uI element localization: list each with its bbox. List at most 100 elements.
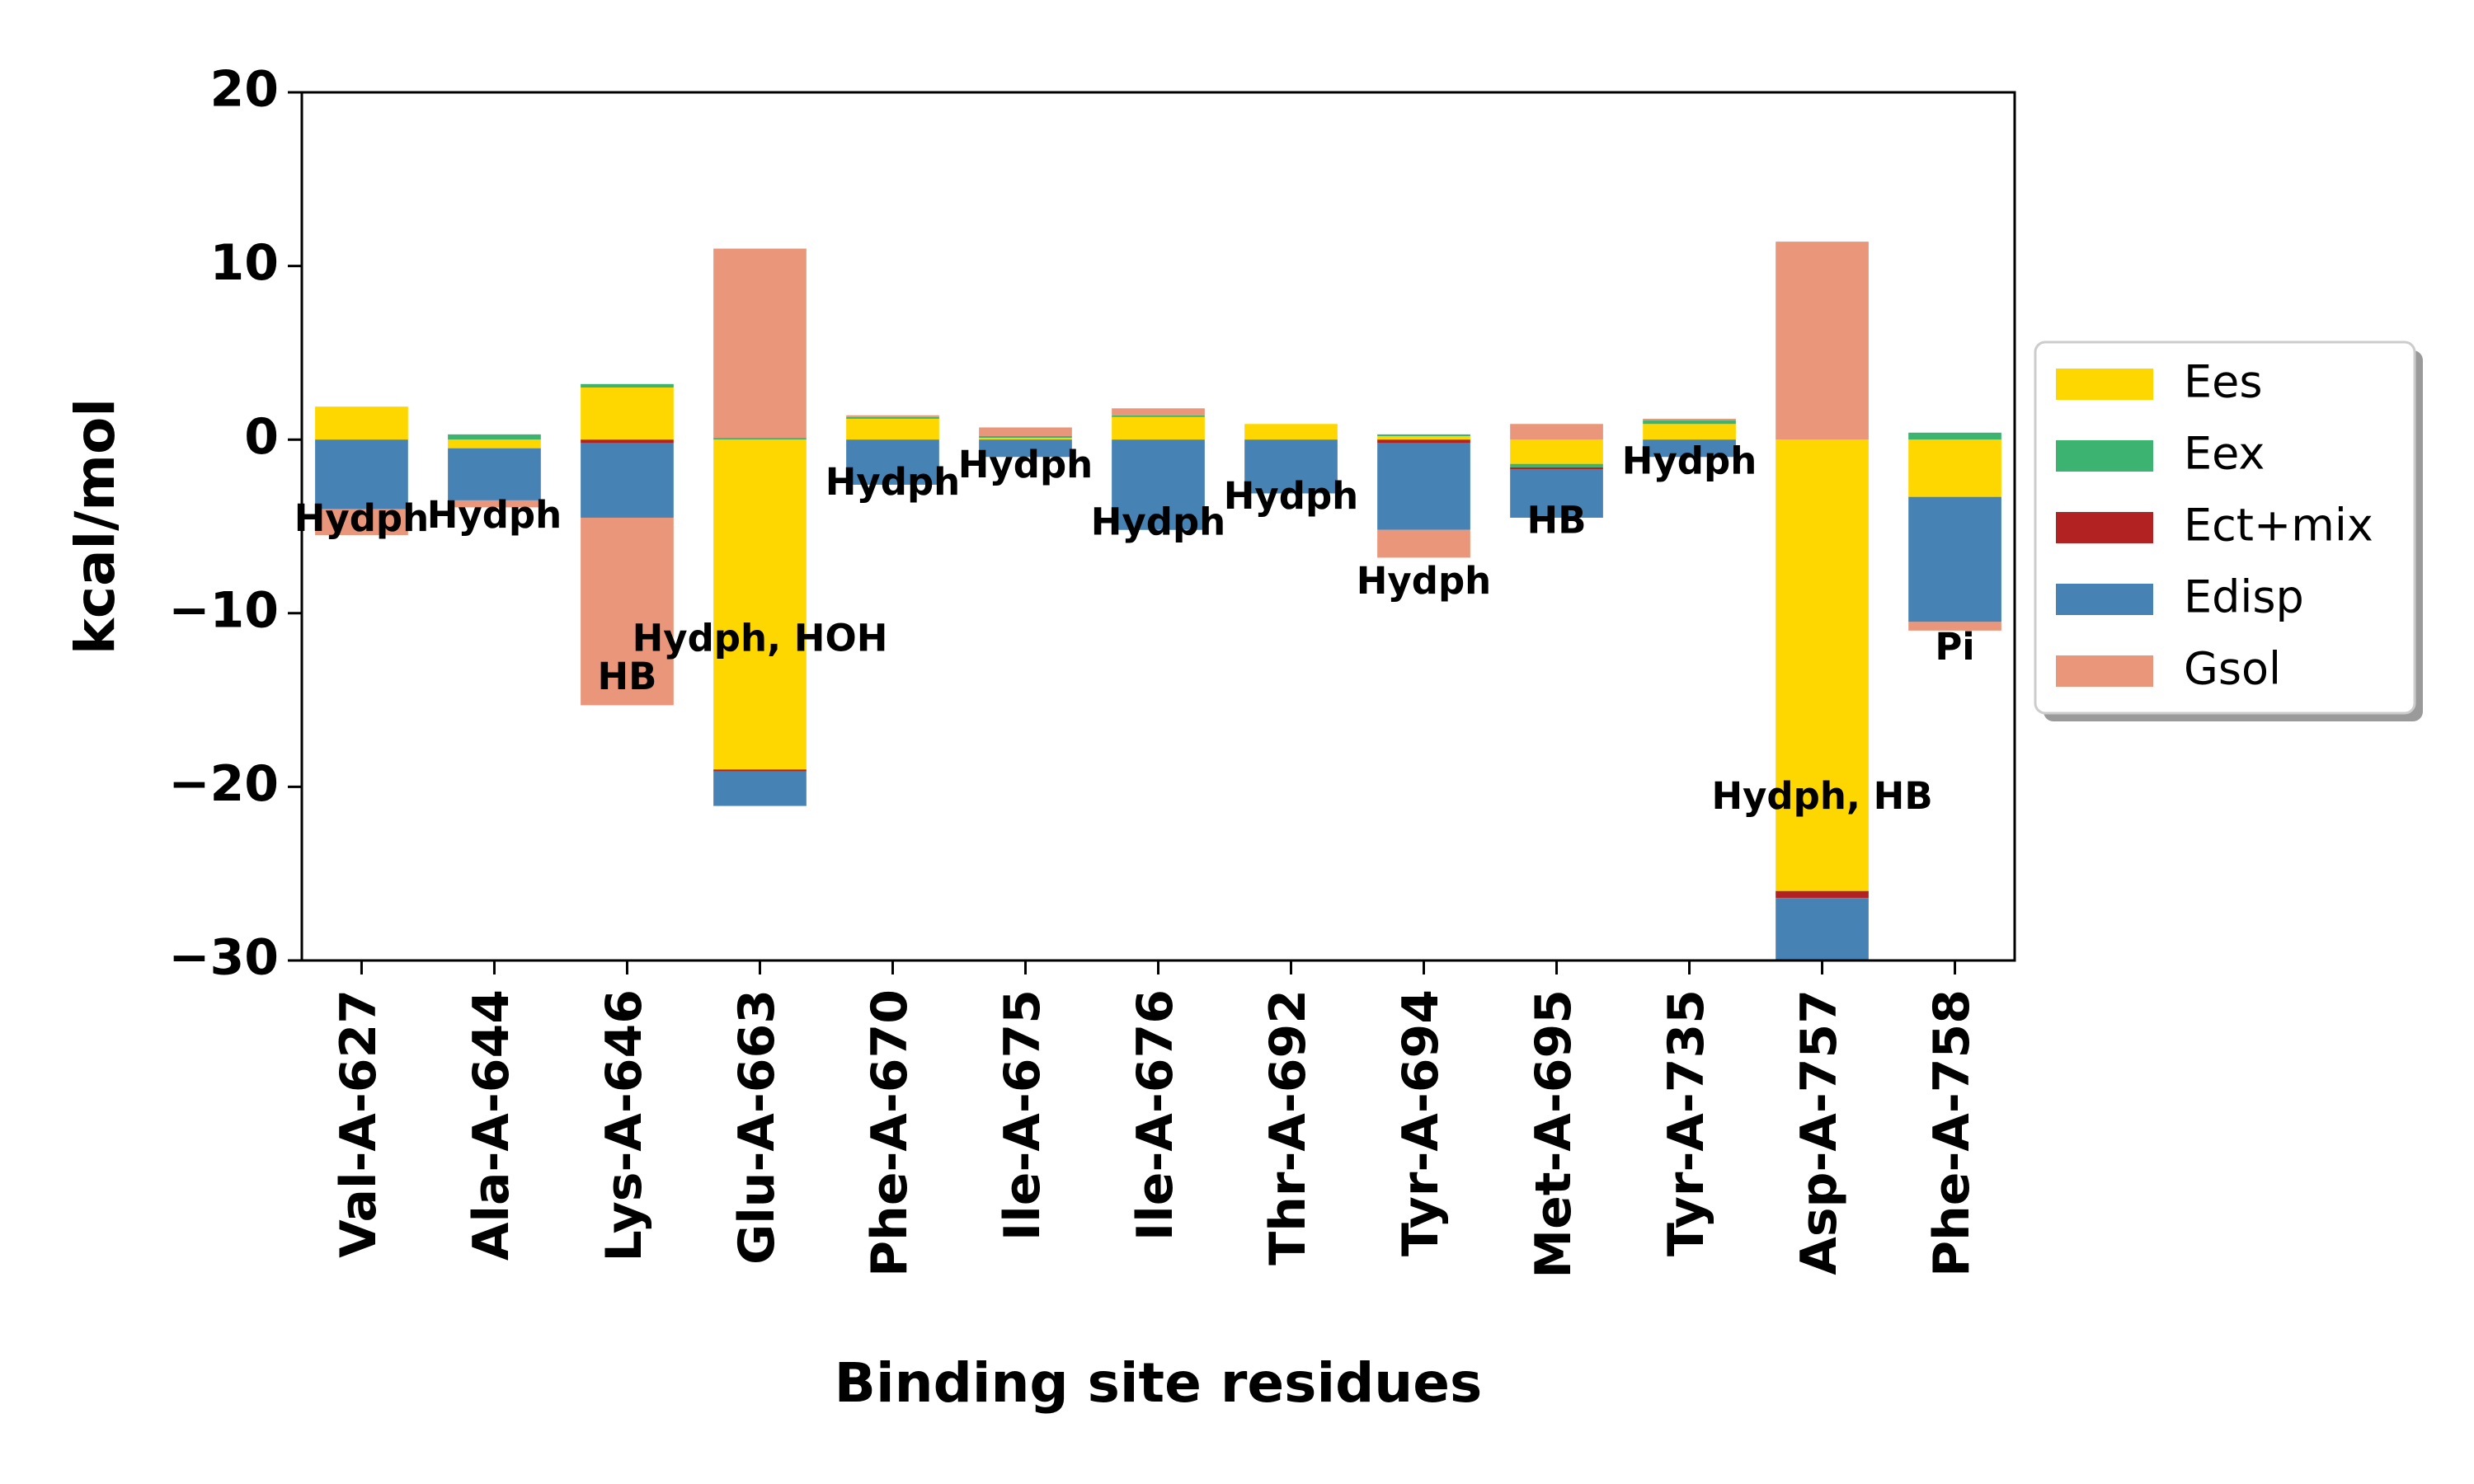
bar-annotation: Pi — [1935, 625, 1974, 669]
bar-eex-lys-a-646 — [581, 383, 674, 388]
y-tick-label: 10 — [210, 234, 280, 292]
bar-annotation: Hydph — [294, 496, 429, 540]
bar-ees-ile-a-675 — [979, 438, 1072, 440]
legend-swatch — [2056, 512, 2153, 543]
legend-box — [2034, 340, 2416, 715]
x-tick-label: Tyr-A-694 — [1392, 989, 1450, 1256]
y-tick-label: −10 — [168, 581, 279, 639]
legend-label: Eex — [2184, 428, 2265, 480]
bar-annotation: Hydph, HOH — [633, 616, 888, 660]
bar-edisp-ile-a-675 — [979, 439, 1072, 458]
legend-label: Ect+mix — [2184, 500, 2373, 552]
x-tick-label: Phe-A-758 — [1923, 989, 1981, 1277]
y-tick-label: 0 — [244, 408, 279, 466]
bar-annotation: Hydph — [427, 493, 562, 537]
bar-gsol-val-a-627 — [315, 509, 408, 536]
bar-gsol-met-a-695 — [1510, 424, 1603, 440]
bar-ees-val-a-627 — [315, 406, 408, 440]
bar-ees-thr-a-692 — [1244, 424, 1338, 440]
bar-edisp-ala-a-644 — [448, 448, 541, 500]
x-axis-title: Binding site residues — [835, 1351, 1483, 1415]
y-axis-title: kcal/mol — [63, 398, 127, 655]
bar-eex-ile-a-675 — [979, 435, 1072, 439]
bar-eex-tyr-a-735 — [1643, 420, 1736, 425]
x-tick-label: Glu-A-663 — [728, 989, 786, 1265]
bar-annotation: HB — [597, 655, 656, 698]
bar-ees-met-a-695 — [1510, 439, 1603, 464]
y-tick-label: 20 — [210, 61, 280, 119]
bar-edisp-thr-a-692 — [1244, 439, 1338, 494]
bar-edisp-ile-a-676 — [1112, 439, 1205, 530]
x-tick-label: Tyr-A-735 — [1658, 989, 1715, 1256]
bar-ect-mix-asp-a-757 — [1776, 890, 1869, 899]
y-tick-label: −30 — [168, 929, 279, 987]
legend: Ees Eex Ect+mix Edisp Gsol — [2034, 340, 2423, 721]
bar-annotation: Hydph — [825, 460, 960, 504]
bar-gsol-ala-a-644 — [448, 500, 541, 508]
bar-ees-tyr-a-735 — [1643, 424, 1736, 440]
legend-label: Gsol — [2184, 643, 2281, 695]
bar-ees-asp-a-757 — [1776, 439, 1869, 891]
bar-ees-ile-a-676 — [1112, 416, 1205, 440]
bar-eex-ile-a-676 — [1112, 415, 1205, 417]
bar-eex-tyr-a-694 — [1377, 434, 1470, 436]
bar-annotation: Hydph — [1224, 474, 1358, 518]
bar-gsol-lys-a-646 — [581, 517, 674, 706]
bar-eex-phe-a-670 — [846, 416, 939, 419]
bar-eex-phe-a-758 — [1908, 432, 2001, 440]
bar-annotation: Hydph — [958, 443, 1093, 486]
bar-ees-ala-a-644 — [448, 439, 541, 448]
x-tick-label: Asp-A-757 — [1790, 989, 1848, 1275]
legend-swatch — [2056, 440, 2153, 472]
bar-ees-lys-a-646 — [581, 387, 674, 440]
bar-eex-glu-a-663 — [713, 438, 807, 440]
bar-gsol-ile-a-675 — [979, 427, 1072, 436]
bar-annotation: Hydph — [1622, 439, 1757, 483]
bar-annotation: HB — [1527, 498, 1587, 542]
bar-ect-mix-met-a-695 — [1510, 467, 1603, 470]
bar-eex-met-a-695 — [1510, 463, 1603, 467]
bar-gsol-phe-a-758 — [1908, 622, 2001, 631]
bars-group — [315, 242, 2001, 960]
bar-gsol-tyr-a-694 — [1377, 529, 1470, 558]
x-axis: Val-A-627 Ala-A-644 Lys-A-646 Glu-A-663 Phe-… — [330, 960, 1981, 1279]
legend-swatch — [2056, 584, 2153, 615]
bar-edisp-tyr-a-735 — [1643, 439, 1736, 458]
x-tick-label: Thr-A-692 — [1259, 989, 1317, 1266]
bar-annotation: Hydph — [1357, 559, 1491, 603]
bar-edisp-asp-a-757 — [1776, 898, 1869, 960]
x-tick-label: Phe-A-670 — [861, 989, 919, 1277]
bar-ect-mix-lys-a-646 — [581, 439, 674, 444]
bar-ect-mix-glu-a-663 — [713, 769, 807, 772]
bar-ees-phe-a-670 — [846, 418, 939, 440]
x-tick-label: Ala-A-644 — [463, 989, 520, 1261]
legend-swatch — [2056, 655, 2153, 687]
bar-annotation: Hydph, HB — [1711, 774, 1932, 818]
bar-edisp-phe-a-758 — [1908, 496, 2001, 622]
x-tick-label: Val-A-627 — [330, 989, 388, 1258]
bar-annotation: Hydph — [1091, 500, 1225, 543]
y-tick-label: −20 — [168, 755, 279, 813]
x-tick-label: Ile-A-676 — [1126, 989, 1184, 1241]
bar-ect-mix-tyr-a-694 — [1377, 439, 1470, 444]
x-tick-label: Met-A-695 — [1525, 989, 1583, 1279]
legend-label: Ees — [2184, 356, 2262, 408]
bar-gsol-asp-a-757 — [1776, 242, 1869, 440]
bar-gsol-ile-a-676 — [1112, 408, 1205, 416]
bar-edisp-val-a-627 — [315, 439, 408, 510]
bar-ees-phe-a-758 — [1908, 439, 2001, 497]
bar-edisp-phe-a-670 — [846, 439, 939, 485]
bar-gsol-phe-a-670 — [846, 415, 939, 417]
bar-gsol-glu-a-663 — [713, 248, 807, 439]
legend-label: Edisp — [2184, 571, 2304, 623]
x-tick-label: Lys-A-646 — [595, 989, 653, 1261]
bar-gsol-tyr-a-735 — [1643, 418, 1736, 421]
bar-edisp-met-a-695 — [1510, 469, 1603, 518]
bar-edisp-glu-a-663 — [713, 771, 807, 806]
bar-ees-tyr-a-694 — [1377, 435, 1470, 440]
y-axis: −30 −20 −10 0 10 20 — [168, 61, 302, 987]
x-tick-label: Ile-A-675 — [994, 989, 1051, 1241]
legend-swatch — [2056, 369, 2153, 400]
